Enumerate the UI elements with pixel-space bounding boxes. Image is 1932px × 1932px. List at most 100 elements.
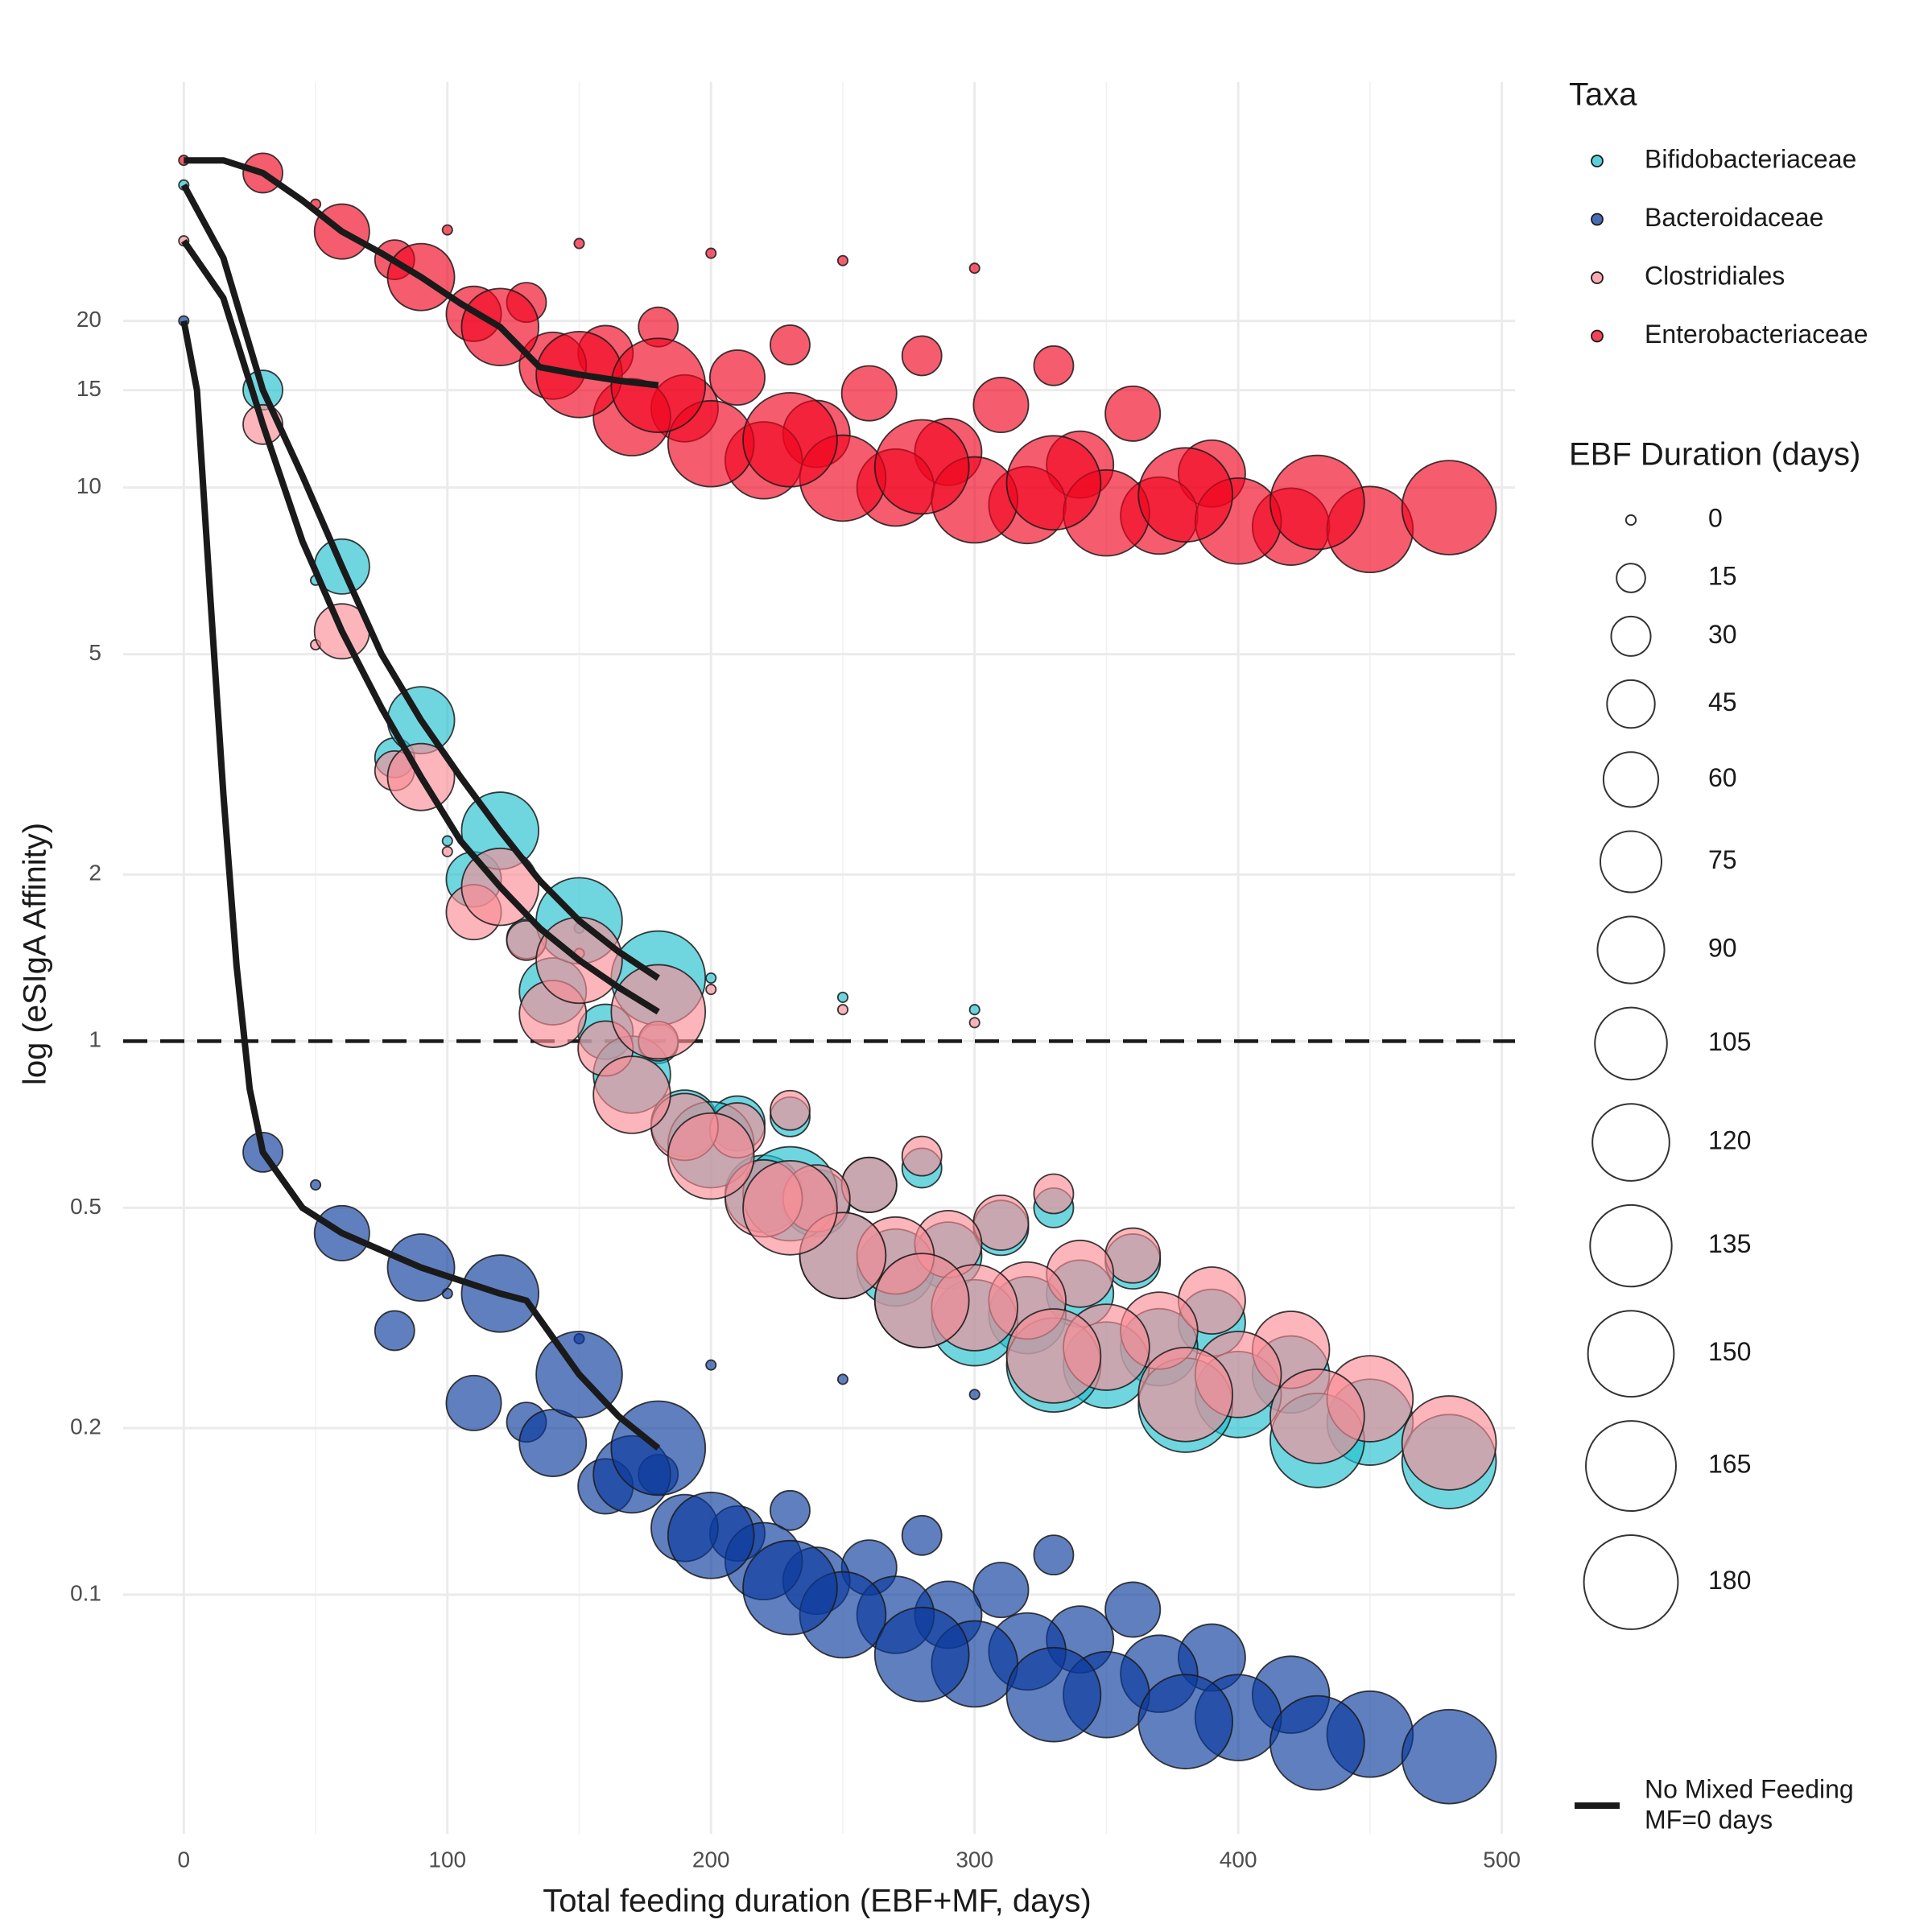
bubble <box>1033 1173 1075 1215</box>
size-legend-circle <box>1583 1534 1679 1630</box>
bubble <box>968 1389 980 1401</box>
bubble <box>705 972 717 985</box>
bubble <box>1005 1308 1102 1404</box>
x-tick-label: 0 <box>178 1847 191 1872</box>
bubble <box>705 247 717 259</box>
bubble <box>901 1135 943 1177</box>
y-axis-title: log (eSIgA Affinity) <box>18 823 53 1085</box>
line-legend-label: No Mixed Feeding <box>1645 1774 1854 1803</box>
legend-swatch <box>1591 155 1604 167</box>
size-legend-circle <box>1624 514 1637 526</box>
y-tick-label: 2 <box>89 861 101 886</box>
bubble <box>742 1160 838 1256</box>
bubble <box>518 1409 588 1477</box>
bubble <box>1104 1581 1162 1638</box>
bubble <box>836 1373 849 1385</box>
size-legend-label: 0 <box>1708 503 1723 532</box>
size-legend-label: 15 <box>1708 561 1737 590</box>
size-legend-label: 60 <box>1708 763 1737 792</box>
bubble <box>873 419 970 515</box>
size-legend-label: 30 <box>1708 620 1737 649</box>
legend-label: Bifidobacteriaceae <box>1645 144 1856 173</box>
size-legend-circle <box>1616 563 1646 593</box>
size-legend-label: 120 <box>1708 1126 1751 1155</box>
bubble <box>1005 1646 1102 1743</box>
bubble <box>1137 1674 1234 1769</box>
size-legend-label: 135 <box>1708 1229 1751 1258</box>
bubble <box>374 1310 415 1352</box>
trend-lines <box>180 157 661 1451</box>
legend-label: Clostridiales <box>1645 261 1785 290</box>
mf0-line <box>184 157 659 389</box>
size-legend-circle <box>1594 1006 1668 1081</box>
y-tick-label: 20 <box>76 307 101 332</box>
bubble <box>968 1004 980 1016</box>
size-legend-circle <box>1587 1310 1675 1398</box>
bubble <box>873 1253 970 1348</box>
axes: Total feeding duration (EBF+MF, days) lo… <box>18 307 1521 1919</box>
bubble <box>1401 1708 1497 1805</box>
y-tick-label: 0.5 <box>70 1194 101 1219</box>
bubble <box>1137 447 1234 543</box>
bubble <box>441 224 453 236</box>
bubble <box>1269 454 1365 551</box>
size-legend-label: 90 <box>1708 934 1737 963</box>
size-legend-label: 165 <box>1708 1450 1751 1479</box>
mf0-line <box>181 238 660 1015</box>
bubble <box>1033 345 1075 386</box>
bubble <box>836 1004 849 1016</box>
bubble <box>445 1374 502 1431</box>
size-legend-label: 45 <box>1708 687 1737 716</box>
x-tick-label: 500 <box>1483 1847 1521 1872</box>
x-tick-label: 100 <box>428 1847 466 1872</box>
mf0-line <box>180 183 660 981</box>
bubble <box>836 254 849 266</box>
bubble <box>708 349 766 407</box>
bubble <box>972 377 1030 434</box>
legend: Taxa EBF Duration (days) Bifidobacteriac… <box>1569 77 1868 1835</box>
size-legend-label: 150 <box>1708 1337 1751 1366</box>
bubble <box>873 1606 970 1703</box>
x-tick-label: 400 <box>1220 1847 1257 1872</box>
size-legend-title: EBF Duration (days) <box>1569 437 1860 473</box>
y-tick-label: 10 <box>76 473 101 498</box>
line-legend-label: MF=0 days <box>1645 1805 1773 1834</box>
bubble <box>972 1562 1030 1619</box>
mf0-line <box>180 320 661 1451</box>
bubble <box>667 1112 755 1200</box>
bubble <box>1033 1534 1075 1576</box>
bubble <box>968 1017 980 1029</box>
size-legend-circle <box>1585 1420 1677 1513</box>
bubble <box>840 365 898 422</box>
legend-label: Enterobacteriaceae <box>1645 320 1868 349</box>
bubble <box>742 391 838 488</box>
bubble <box>770 324 811 365</box>
bubble <box>309 1179 322 1191</box>
size-legend-circle <box>1606 679 1656 729</box>
y-tick-label: 0.1 <box>70 1580 101 1605</box>
legend-swatch <box>1591 329 1604 343</box>
size-legend-label: 180 <box>1708 1566 1751 1595</box>
bubble <box>1005 435 1102 531</box>
size-legend-circle <box>1591 1103 1670 1182</box>
size-legend-circle <box>1589 1203 1673 1288</box>
y-tick-label: 5 <box>89 640 101 665</box>
size-legend-circle <box>1602 751 1660 808</box>
size-legend-label: 105 <box>1708 1027 1751 1056</box>
bubble <box>705 1359 717 1371</box>
size-legend-circle <box>1599 830 1663 894</box>
bubble <box>901 1514 943 1556</box>
bubble <box>1269 1368 1365 1464</box>
bubble <box>1104 385 1162 442</box>
bubble <box>1401 1395 1497 1491</box>
legend-title: Taxa <box>1569 77 1637 113</box>
bubble <box>836 991 849 1003</box>
y-tick-label: 0.2 <box>70 1414 101 1439</box>
x-tick-label: 200 <box>692 1847 730 1872</box>
bubble <box>968 262 980 275</box>
legend-swatch <box>1591 271 1604 284</box>
y-tick-label: 15 <box>76 376 101 401</box>
x-tick-label: 300 <box>956 1847 993 1872</box>
